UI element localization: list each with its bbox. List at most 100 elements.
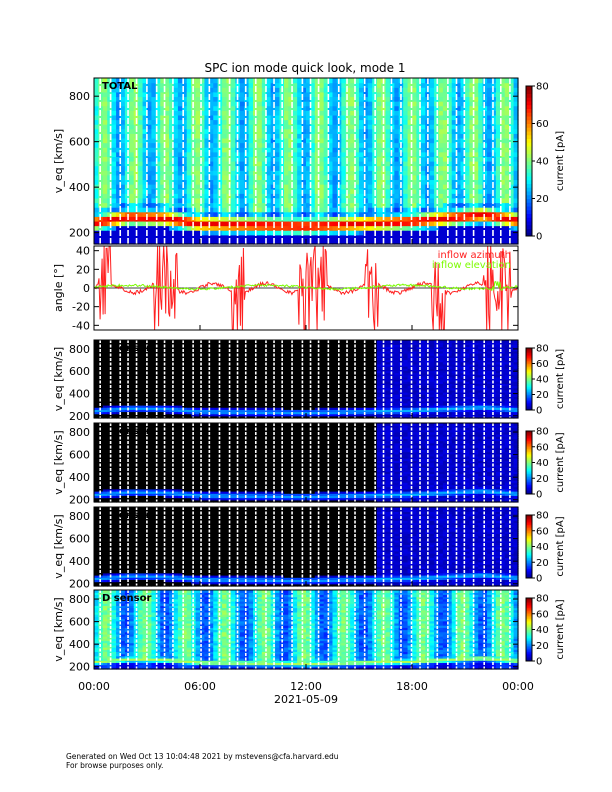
heatmap-cell <box>363 124 369 130</box>
heatmap-cell <box>147 142 153 148</box>
heatmap-cell <box>504 114 510 121</box>
heatmap-cell <box>147 78 153 84</box>
heatmap-cell <box>465 96 471 102</box>
heatmap-cell <box>239 225 245 231</box>
heatmap-cell <box>314 239 320 245</box>
heatmap-cell <box>204 216 210 222</box>
heatmap-cell <box>345 207 351 213</box>
heatmap-cell <box>270 96 276 102</box>
heatmap-cell <box>504 156 510 162</box>
heatmap-cell <box>491 119 497 125</box>
heatmap-cell <box>283 165 289 171</box>
heatmap-cell <box>504 96 510 102</box>
heatmap-cell <box>270 119 276 125</box>
heatmap-cell <box>257 147 263 153</box>
heatmap-cell <box>160 179 166 185</box>
heatmap-cell <box>438 156 444 162</box>
heatmap-cell <box>292 161 298 167</box>
heatmap-cell <box>111 211 117 217</box>
heatmap-cell <box>314 128 320 134</box>
heatmap-cell <box>177 161 183 167</box>
heatmap-cell <box>182 96 188 102</box>
heatmap-cell <box>359 220 365 227</box>
heatmap-cell <box>133 234 139 240</box>
heatmap-cell <box>394 128 400 134</box>
heatmap-cell <box>491 197 497 204</box>
heatmap-cell <box>288 193 294 199</box>
heatmap-cell <box>350 78 356 84</box>
heatmap-cell <box>208 105 214 111</box>
heatmap-cell <box>469 105 475 111</box>
heatmap-cell <box>111 147 117 153</box>
heatmap-cell <box>314 156 320 162</box>
heatmap-cell <box>438 142 444 148</box>
heatmap-cell <box>297 202 303 208</box>
heatmap-cell <box>116 119 122 125</box>
heatmap-cell <box>142 101 148 107</box>
heatmap-cell <box>270 174 276 181</box>
heatmap-cell <box>447 216 453 222</box>
heatmap-cell <box>151 207 157 213</box>
heatmap-cell <box>394 137 400 144</box>
heatmap-cell <box>248 234 254 240</box>
heatmap-cell <box>169 184 175 190</box>
heatmap-cell <box>182 216 188 222</box>
heatmap-cell <box>177 137 183 144</box>
heatmap-cell <box>169 101 175 107</box>
heatmap-cell <box>359 133 365 139</box>
heatmap-cell <box>376 174 382 181</box>
heatmap-cell <box>266 184 272 190</box>
heatmap-cell <box>283 184 289 190</box>
heatmap-cell <box>182 161 188 167</box>
heatmap-cell <box>487 151 493 157</box>
heatmap-cell <box>323 197 329 204</box>
heatmap-cell <box>222 142 228 148</box>
heatmap-cell <box>292 207 298 213</box>
heatmap-cell <box>283 128 289 134</box>
heatmap-cell <box>257 105 263 111</box>
heatmap-cell <box>230 96 236 102</box>
heatmap-cell <box>310 78 316 84</box>
heatmap-cell <box>297 137 303 144</box>
heatmap-cell <box>487 211 493 217</box>
heatmap-cell <box>420 87 426 93</box>
heatmap-cell <box>460 151 466 157</box>
heatmap-cell <box>336 105 342 111</box>
heatmap-cell <box>142 225 148 231</box>
heatmap-cell <box>200 211 206 217</box>
heatmap-cell <box>407 193 413 199</box>
heatmap-cell <box>451 184 457 190</box>
heatmap-cell <box>222 128 228 134</box>
heatmap-cell <box>297 234 303 240</box>
heatmap-cell <box>230 105 236 111</box>
heatmap-cell <box>173 165 179 171</box>
heatmap-cell <box>155 216 161 222</box>
heatmap-cell <box>169 142 175 148</box>
heatmap-cell <box>226 234 232 240</box>
heatmap-cell <box>160 225 166 231</box>
heatmap-cell <box>270 216 276 222</box>
heatmap-cell <box>465 220 471 227</box>
heatmap-cell <box>111 230 117 236</box>
heatmap-cell <box>306 207 312 213</box>
heatmap-cell <box>111 82 117 88</box>
heatmap-cell <box>173 128 179 134</box>
heatmap-cell <box>389 119 395 125</box>
heatmap-cell <box>177 128 183 134</box>
heatmap-cell <box>266 193 272 199</box>
heatmap-cell <box>447 193 453 199</box>
y-tick-label: -40 <box>72 319 90 332</box>
heatmap-cell <box>345 142 351 148</box>
heatmap-cell <box>191 170 197 176</box>
heatmap-cell <box>160 133 166 139</box>
heatmap-cell <box>173 147 179 153</box>
heatmap-cell <box>314 101 320 107</box>
heatmap-cell <box>253 225 259 231</box>
heatmap-cell <box>169 220 175 227</box>
heatmap-cell <box>160 230 166 236</box>
heatmap-cell <box>94 207 100 213</box>
heatmap-cell <box>239 114 245 121</box>
heatmap-cell <box>297 101 303 107</box>
heatmap-cell <box>164 165 170 171</box>
heatmap-cell <box>186 78 192 84</box>
